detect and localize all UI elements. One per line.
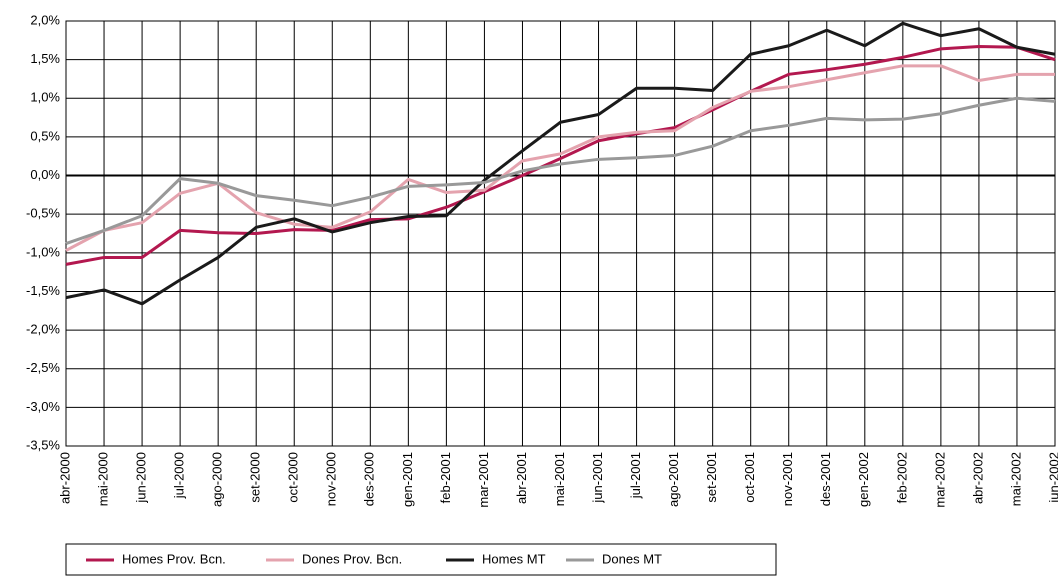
x-tick-label: oct-2001 — [742, 452, 757, 503]
x-tick-label: set-2001 — [704, 452, 719, 503]
x-tick-label: jun-2001 — [590, 452, 605, 504]
x-tick-label: feb-2002 — [894, 452, 909, 503]
x-tick-label: des-2000 — [362, 452, 377, 506]
x-tick-label: mai-2002 — [1008, 452, 1023, 506]
series-line — [65, 96, 1056, 245]
y-tick-label: -3,5% — [26, 437, 60, 452]
y-tick-label: -0,5% — [26, 206, 60, 221]
y-tick-label: 0,0% — [30, 167, 60, 182]
series-line — [65, 21, 1056, 306]
y-tick-label: -1,5% — [26, 283, 60, 298]
legend-label: Homes Prov. Bcn. — [122, 551, 226, 566]
x-tick-label: des-2001 — [818, 452, 833, 506]
x-tick-label: feb-2001 — [438, 452, 453, 503]
x-tick-label: mar-2002 — [932, 452, 947, 508]
x-tick-label: gen-2001 — [400, 452, 415, 507]
x-tick-label: abr-2002 — [970, 452, 985, 504]
y-tick-label: 1,5% — [30, 51, 60, 66]
y-tick-label: -1,0% — [26, 244, 60, 259]
x-tick-label: set-2000 — [248, 452, 263, 503]
x-tick-label: ago-2000 — [210, 452, 225, 507]
x-tick-label: oct-2000 — [286, 452, 301, 503]
x-tick-label: jul-2000 — [172, 452, 187, 499]
y-tick-label: -2,5% — [26, 360, 60, 375]
legend-label: Dones Prov. Bcn. — [302, 551, 402, 566]
plot-border — [65, 20, 1056, 447]
legend-box — [65, 543, 777, 576]
x-tick-label: jun-2002 — [1046, 452, 1058, 504]
x-tick-label: gen-2002 — [856, 452, 871, 507]
y-tick-label: 0,5% — [30, 128, 60, 143]
y-tick-label: 1,0% — [30, 90, 60, 105]
series-line — [65, 64, 1055, 252]
series-line — [65, 45, 1056, 266]
legend-label: Homes MT — [482, 551, 546, 566]
y-tick-label: 2,0% — [30, 12, 60, 27]
x-tick-label: nov-2000 — [324, 452, 339, 506]
x-tick-label: mai-2001 — [552, 452, 567, 506]
x-tick-label: jul-2001 — [628, 452, 643, 499]
x-tick-label: abr-2000 — [57, 452, 72, 504]
legend-label: Dones MT — [602, 551, 662, 566]
x-tick-label: nov-2001 — [780, 452, 795, 506]
x-tick-label: mai-2000 — [95, 452, 110, 506]
x-tick-label: abr-2001 — [514, 452, 529, 504]
x-tick-label: ago-2001 — [666, 452, 681, 507]
y-tick-label: -3,0% — [26, 399, 60, 414]
x-tick-label: mar-2001 — [476, 452, 491, 508]
y-tick-label: -2,0% — [26, 322, 60, 337]
x-tick-label: jun-2000 — [134, 452, 149, 504]
